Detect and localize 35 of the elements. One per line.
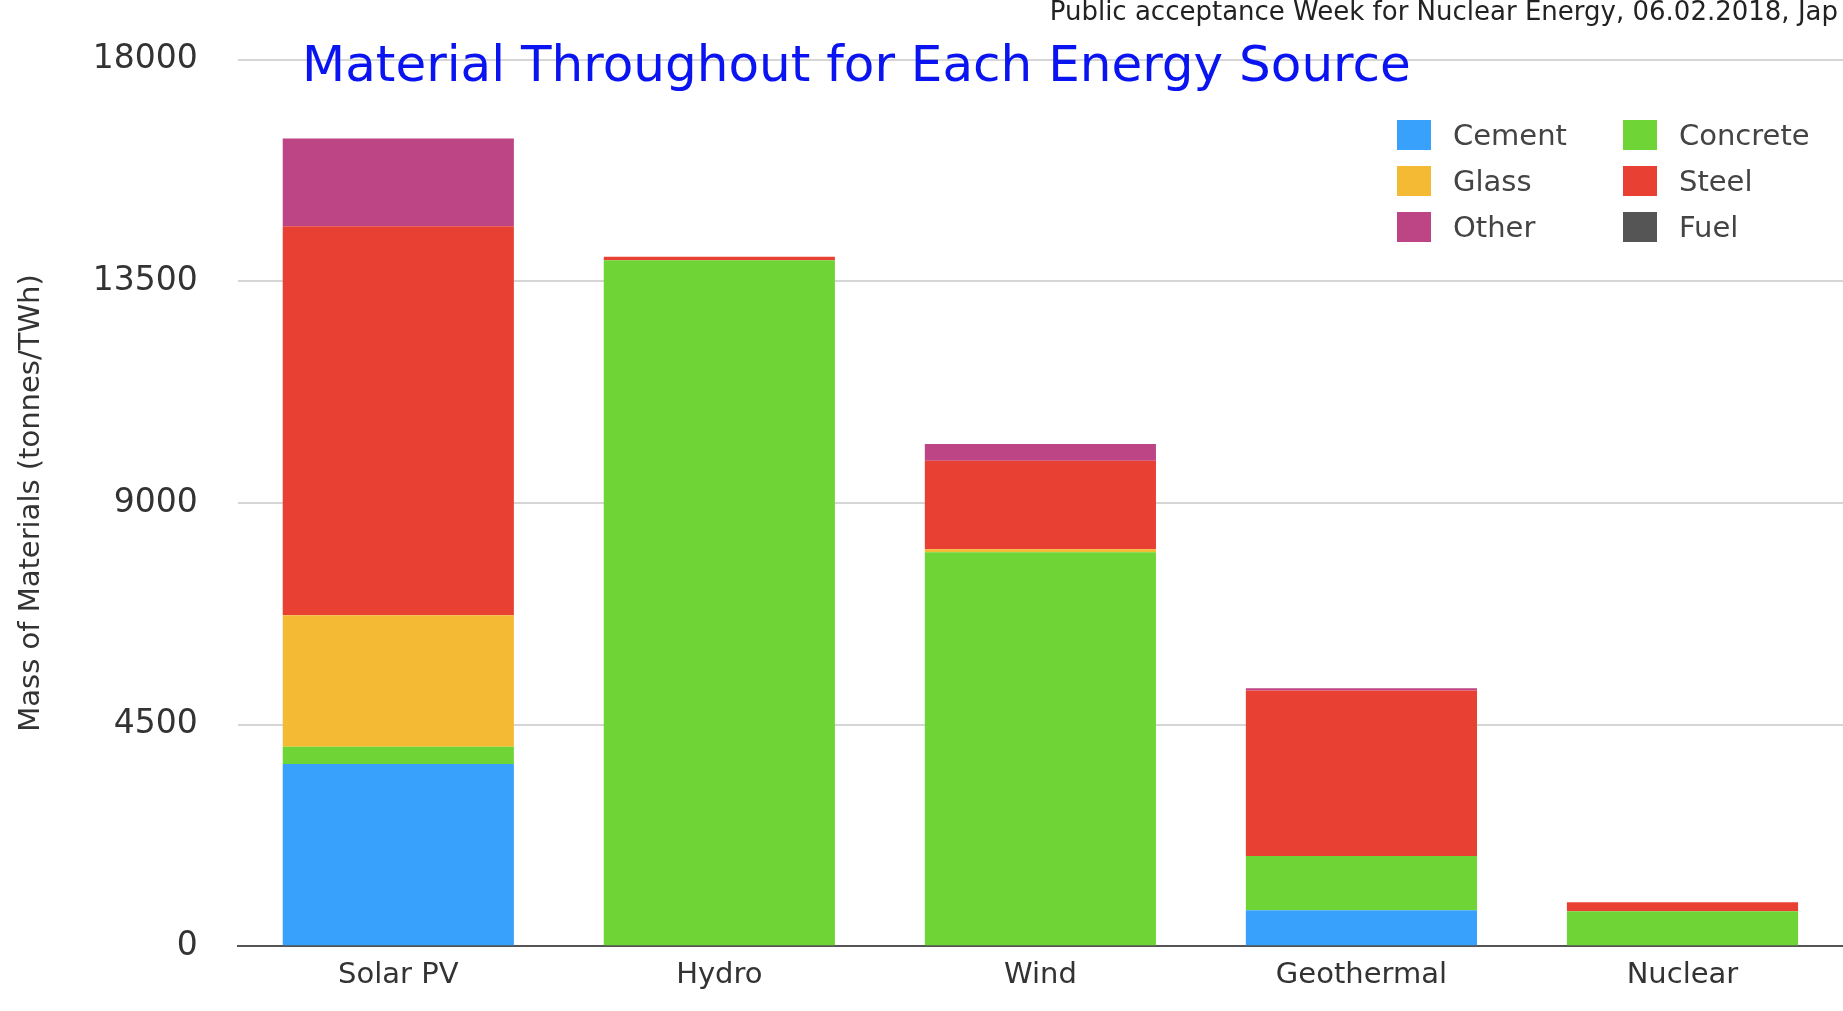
text: Public acceptance Week for Nuclear Energy, 06.02.2018, Jap xyxy=(1049,0,1838,26)
chart-title: Material Throughout for Each Energy Source xyxy=(302,34,1411,93)
legend-label: Steel xyxy=(1679,164,1753,198)
bar xyxy=(924,443,1156,461)
y-tick-label: 9000 xyxy=(113,480,198,520)
y-tick-label: 0 xyxy=(176,923,198,963)
bar xyxy=(1245,688,1478,691)
bar xyxy=(282,615,514,747)
bar xyxy=(282,138,514,227)
x-tick-label: Geothermal xyxy=(1275,956,1447,991)
bar xyxy=(924,552,1156,946)
bar xyxy=(1566,902,1799,912)
legend-label: Cement xyxy=(1453,118,1567,152)
bar xyxy=(1245,690,1478,857)
legend-label: Concrete xyxy=(1679,118,1810,152)
bar xyxy=(1245,856,1478,911)
legend-label: Fuel xyxy=(1679,210,1739,244)
y-tick-label: 4500 xyxy=(113,702,198,742)
bar xyxy=(282,226,514,616)
bar xyxy=(603,260,835,946)
legend-label: Glass xyxy=(1453,164,1532,198)
bar xyxy=(924,549,1156,553)
x-tick-label: Hydro xyxy=(676,956,763,991)
y-axis-title: Mass of Materials (tonnes/TWh) xyxy=(11,274,46,732)
bar xyxy=(282,746,514,764)
legend-label: Other xyxy=(1453,210,1536,244)
x-tick-label: Solar PV xyxy=(338,956,459,991)
y-tick-label: 13500 xyxy=(92,258,198,298)
bar xyxy=(1566,911,1799,946)
bar xyxy=(1245,910,1478,946)
x-tick-label: Nuclear xyxy=(1626,956,1739,991)
y-tick-label: 18000 xyxy=(92,37,198,77)
x-tick-label: Wind xyxy=(1003,956,1077,991)
bar xyxy=(924,460,1156,550)
bar xyxy=(282,764,514,946)
